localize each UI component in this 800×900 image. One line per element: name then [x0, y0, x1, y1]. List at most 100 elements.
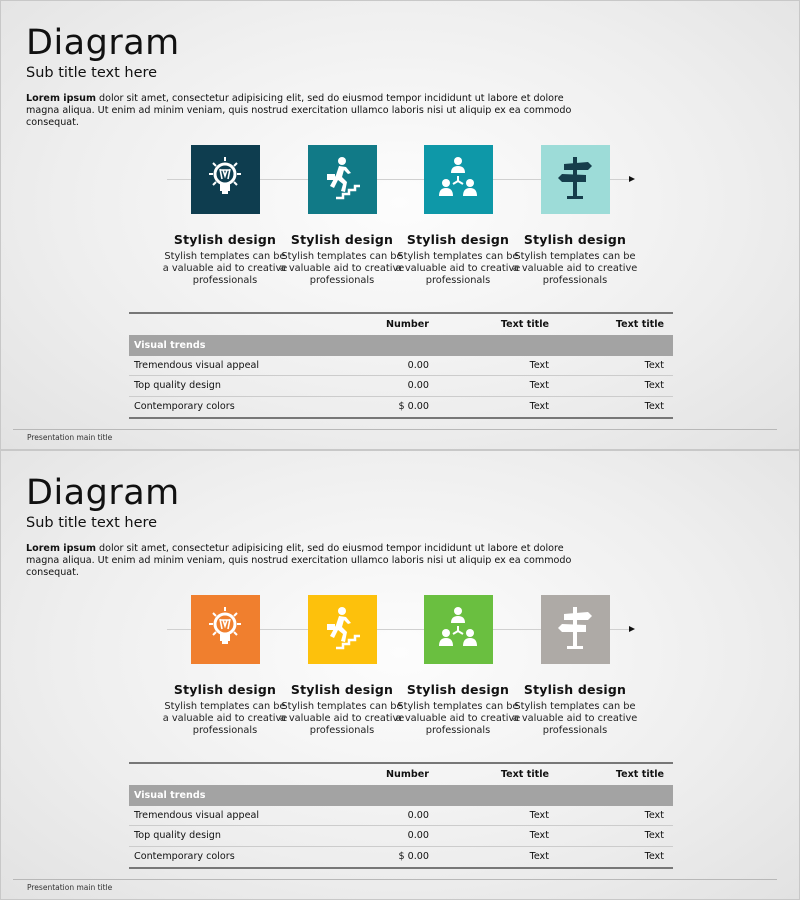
table-row: Tremendous visual appeal 0.00 Text Text	[129, 356, 673, 376]
body-rest: dolor sit amet, consectetur adipisicing …	[26, 93, 572, 128]
lightbulb-icon	[201, 154, 249, 206]
team-hierarchy-icon	[434, 154, 482, 206]
column-header: Text title	[615, 769, 664, 780]
step-description: Stylish templates can be a valuable aid …	[162, 701, 288, 736]
table-cell: Top quality design	[134, 380, 221, 392]
step-description: Stylish templates can be a valuable aid …	[162, 251, 288, 286]
step-description: Stylish templates can be a valuable aid …	[279, 701, 405, 736]
table-row: Top quality design 0.00 Text Text	[129, 376, 673, 397]
table-cell: Contemporary colors	[134, 401, 235, 413]
table-row: Contemporary colors $ 0.00 Text Text	[129, 847, 673, 868]
slide-title: Diagram	[26, 23, 180, 63]
footer-text: Presentation main title	[27, 433, 113, 442]
footer-text: Presentation main title	[27, 883, 113, 892]
step-heading: Stylish design	[290, 682, 394, 697]
step-heading: Stylish design	[406, 682, 510, 697]
table-cell: Text	[529, 401, 549, 413]
table-row: Top quality design 0.00 Text Text	[129, 826, 673, 847]
step-icon-box	[190, 145, 260, 214]
body-lead: Lorem ipsum	[26, 543, 96, 554]
table-cell: $ 0.00	[398, 401, 429, 413]
table-cell: 0.00	[407, 380, 429, 392]
table-header-row: Number Text title Text title	[129, 764, 673, 785]
step-heading: Stylish design	[523, 232, 627, 247]
slide: Diagram Sub title text here Lorem ipsum …	[0, 0, 800, 450]
footer-divider	[13, 879, 777, 880]
table-cell: 0.00	[407, 809, 429, 821]
table-cell: Text	[529, 830, 549, 842]
team-hierarchy-icon	[434, 604, 482, 656]
step-heading: Stylish design	[290, 232, 394, 247]
footer-divider	[13, 429, 777, 430]
group-label: Visual trends	[134, 789, 206, 801]
step-icon-box	[540, 595, 610, 664]
table-cell: Contemporary colors	[134, 851, 235, 863]
table-cell: $ 0.00	[398, 851, 429, 863]
table-row: Contemporary colors $ 0.00 Text Text	[129, 397, 673, 418]
data-table: Number Text title Text title Visual trends…	[129, 312, 673, 419]
step-icon-box	[307, 145, 377, 214]
process-step: Stylish design Stylish templates can be …	[510, 595, 640, 737]
table-cell: Top quality design	[134, 830, 221, 842]
step-icon-box	[307, 595, 377, 664]
table-row: Tremendous visual appeal 0.00 Text Text	[129, 806, 673, 826]
lightbulb-icon	[201, 604, 249, 656]
body-lead: Lorem ipsum	[26, 93, 96, 104]
table-cell: Text	[644, 809, 664, 821]
table-cell: Tremendous visual appeal	[134, 809, 260, 821]
process-step: Stylish design Stylish templates can be …	[277, 145, 407, 287]
column-header: Text title	[500, 769, 549, 780]
table-group-row: Visual trends	[129, 785, 673, 806]
table-cell: Text	[529, 809, 549, 821]
table-cell: Text	[644, 359, 664, 371]
column-header: Number	[386, 769, 429, 780]
group-label: Visual trends	[134, 339, 206, 351]
body-text: Lorem ipsum dolor sit amet, consectetur …	[26, 93, 586, 129]
step-heading: Stylish design	[173, 232, 277, 247]
flow-line	[167, 629, 629, 630]
arrowhead-icon	[629, 626, 635, 632]
table-cell: 0.00	[407, 359, 429, 371]
step-description: Stylish templates can be a valuable aid …	[395, 701, 521, 736]
process-step: Stylish design Stylish templates can be …	[510, 145, 640, 287]
table-group-row: Visual trends	[129, 335, 673, 356]
table-cell: Text	[644, 401, 664, 413]
slide: Diagram Sub title text here Lorem ipsum …	[0, 450, 800, 900]
step-icon-box	[423, 145, 493, 214]
slide-title: Diagram	[26, 473, 180, 513]
table-cell: Text	[529, 380, 549, 392]
table-cell: Text	[529, 359, 549, 371]
arrowhead-icon	[629, 176, 635, 182]
signpost-icon	[551, 154, 599, 206]
column-header: Text title	[615, 319, 664, 330]
slide-subtitle: Sub title text here	[26, 515, 158, 531]
slide-subtitle: Sub title text here	[26, 65, 158, 81]
step-icon-box	[540, 145, 610, 214]
data-table: Number Text title Text title Visual trends…	[129, 762, 673, 869]
signpost-icon	[551, 604, 599, 656]
process-step: Stylish design Stylish templates can be …	[393, 145, 523, 287]
table-cell: Text	[529, 851, 549, 863]
running-up-stairs-icon	[318, 604, 366, 656]
process-step: Stylish design Stylish templates can be …	[160, 145, 290, 287]
table-cell: Text	[644, 851, 664, 863]
table-cell: Text	[644, 830, 664, 842]
process-step: Stylish design Stylish templates can be …	[160, 595, 290, 737]
body-rest: dolor sit amet, consectetur adipisicing …	[26, 543, 572, 578]
column-header: Text title	[500, 319, 549, 330]
table-header-row: Number Text title Text title	[129, 314, 673, 335]
table-cell: Tremendous visual appeal	[134, 359, 260, 371]
table-cell: 0.00	[407, 830, 429, 842]
process-step: Stylish design Stylish templates can be …	[393, 595, 523, 737]
step-icon-box	[190, 595, 260, 664]
step-description: Stylish templates can be a valuable aid …	[395, 251, 521, 286]
step-icon-box	[423, 595, 493, 664]
step-description: Stylish templates can be a valuable aid …	[279, 251, 405, 286]
table-cell: Text	[644, 380, 664, 392]
step-heading: Stylish design	[523, 682, 627, 697]
body-text: Lorem ipsum dolor sit amet, consectetur …	[26, 543, 586, 579]
running-up-stairs-icon	[318, 154, 366, 206]
step-heading: Stylish design	[173, 682, 277, 697]
column-header: Number	[386, 319, 429, 330]
flow-line	[167, 179, 629, 180]
